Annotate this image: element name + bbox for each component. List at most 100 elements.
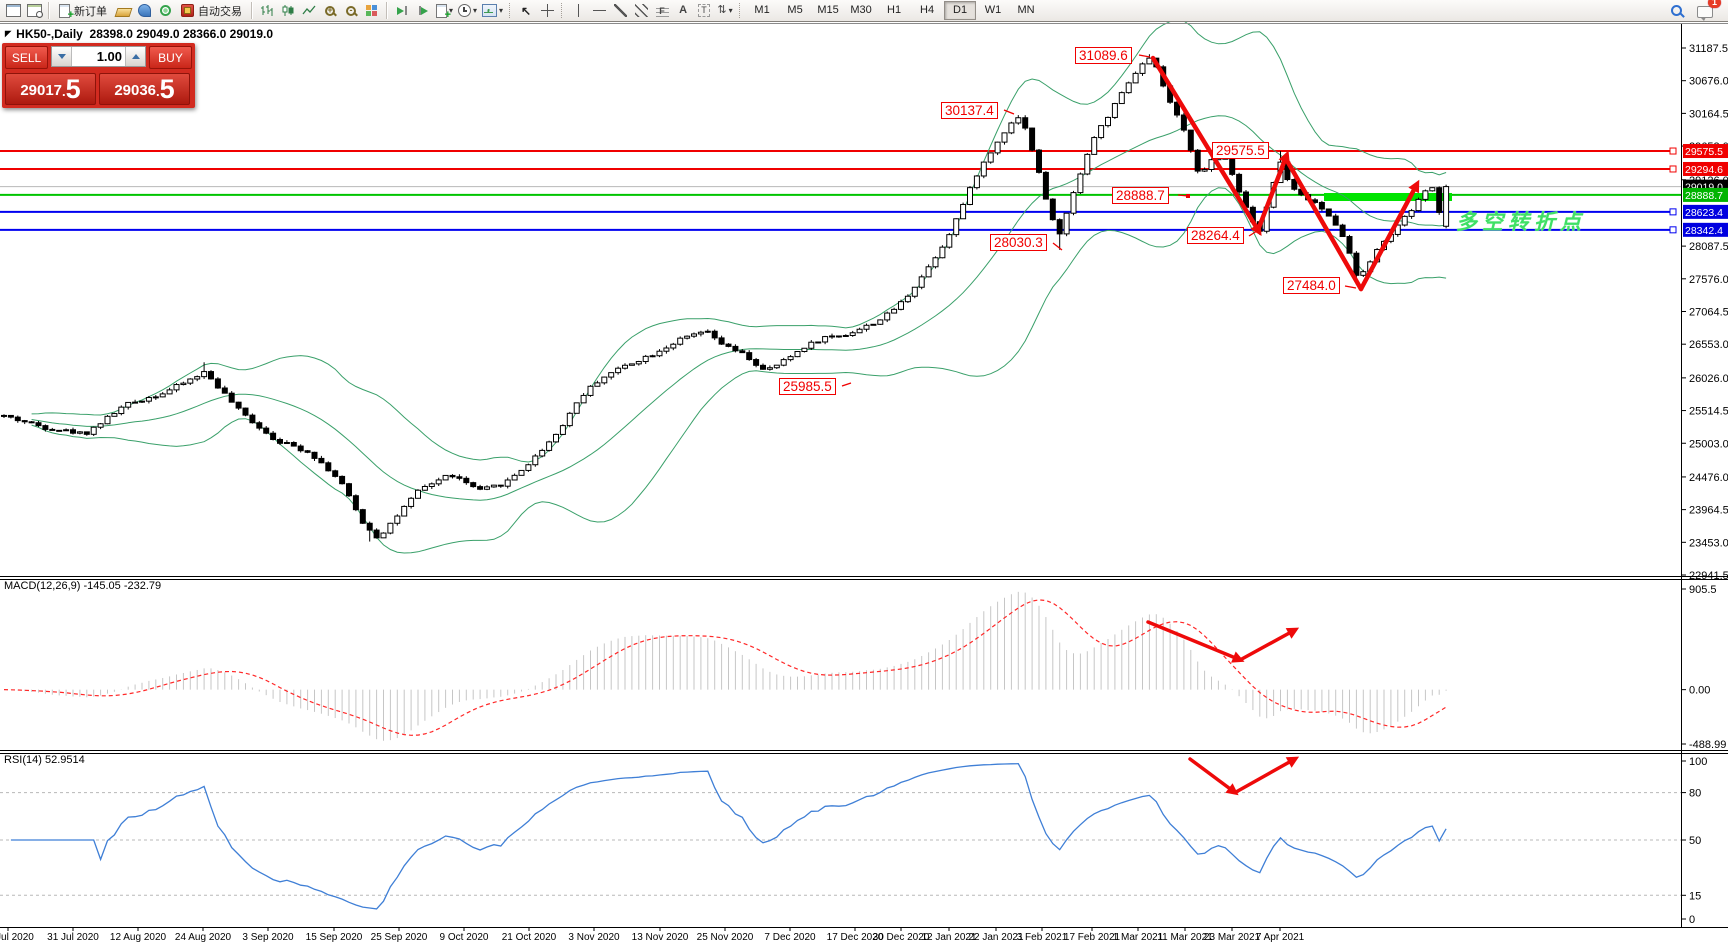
svg-text:28623.4: 28623.4	[1685, 207, 1723, 219]
tab-timeframe-M1[interactable]: M1	[754, 4, 770, 16]
gold-icon[interactable]	[113, 1, 133, 21]
svg-text:1 Mar 2021: 1 Mar 2021	[1113, 932, 1164, 943]
price-lines-layer	[0, 147, 1681, 234]
auto-scroll-icon[interactable]	[392, 1, 412, 21]
svg-text:26553.0: 26553.0	[1689, 339, 1728, 351]
tab-timeframe-M30[interactable]: M30	[850, 4, 872, 16]
svg-text:27064.5: 27064.5	[1689, 307, 1728, 319]
candlestick-chart-icon[interactable]	[278, 1, 298, 21]
new-order-button[interactable]: + 新订单	[54, 1, 112, 21]
trendline-icon[interactable]	[610, 1, 630, 21]
vertical-line-icon[interactable]	[568, 1, 588, 21]
chevron-down-icon: ▾	[728, 5, 733, 15]
label-icon[interactable]: T	[694, 1, 714, 21]
new-order-icon: +	[59, 3, 74, 20]
svg-text:3 Feb 2021: 3 Feb 2021	[1017, 932, 1068, 943]
svg-text:30676.0: 30676.0	[1689, 76, 1728, 88]
crosshair-icon[interactable]	[537, 1, 557, 21]
svg-text:24476.0: 24476.0	[1689, 472, 1728, 484]
axes-layer: 31187.530676.030164.529653.029126.028087…	[0, 23, 1728, 943]
svg-text:23964.5: 23964.5	[1689, 505, 1728, 517]
svg-text:15: 15	[1689, 890, 1701, 902]
svg-text:31 Jul 2020: 31 Jul 2020	[47, 932, 99, 943]
tab-timeframe-MN[interactable]: MN	[1017, 4, 1035, 16]
svg-text:3 Nov 2020: 3 Nov 2020	[568, 932, 620, 943]
tab-timeframe-M5[interactable]: M5	[787, 4, 803, 16]
svg-text:26026.0: 26026.0	[1689, 373, 1728, 385]
search-icon[interactable]	[1666, 1, 1686, 21]
zoom-out-icon[interactable]: -	[341, 1, 361, 21]
svg-text:905.5: 905.5	[1689, 584, 1717, 596]
text-icon[interactable]: A	[679, 4, 688, 16]
chat-icon[interactable]: 1	[1695, 0, 1721, 21]
svg-text:21 Oct 2020: 21 Oct 2020	[502, 932, 557, 943]
zoom-in-icon[interactable]: +	[320, 1, 340, 21]
svg-text:23 Mar 2021: 23 Mar 2021	[1204, 932, 1261, 943]
line-chart-icon[interactable]	[299, 1, 319, 21]
annotation-text-cn: 多空转折点	[1456, 211, 1586, 234]
svg-text:24 Aug 2020: 24 Aug 2020	[175, 932, 232, 943]
indicators-button[interactable]: + ▾	[434, 1, 455, 21]
svg-text:30164.5: 30164.5	[1689, 108, 1728, 120]
tab-timeframe-D1[interactable]: D1	[944, 1, 977, 20]
new-order-label: 新订单	[74, 5, 107, 18]
autotrade-icon	[181, 4, 194, 17]
chart-title: ◤ HK50-,Daily 28398.0 29049.0 28366.0 29…	[5, 27, 273, 41]
arrows-icon[interactable]: ⇅ ▾	[717, 4, 733, 16]
community-icon[interactable]	[134, 1, 154, 21]
sell-price[interactable]: 29017. 5	[5, 73, 96, 105]
triangle-down-icon	[57, 54, 66, 59]
buy-button[interactable]: BUY	[149, 46, 192, 69]
highlight-green-bar	[1324, 193, 1452, 201]
indicators-icon: +	[436, 3, 451, 20]
macd-layer	[3, 591, 1447, 741]
toolbar-separator	[386, 2, 388, 19]
signal-icon[interactable]	[155, 1, 175, 21]
chevron-down-icon: ▾	[473, 5, 478, 15]
tile-windows-icon[interactable]	[362, 1, 382, 21]
svg-text:7 Dec 2020: 7 Dec 2020	[764, 932, 816, 943]
volume-decrease-button[interactable]	[52, 47, 72, 66]
svg-text:21 Jul 2020: 21 Jul 2020	[0, 932, 34, 943]
svg-text:15 Sep 2020: 15 Sep 2020	[306, 932, 363, 943]
chevron-down-icon: ▾	[499, 5, 504, 15]
chart-shift-icon[interactable]	[413, 1, 433, 21]
periods-button[interactable]: ▾	[456, 1, 479, 21]
chart-window-icon[interactable]	[3, 1, 23, 21]
chart-title-text: HK50-,Daily 28398.0 29049.0 28366.0 2901…	[16, 27, 274, 41]
tab-timeframe-M15[interactable]: M15	[817, 4, 839, 16]
svg-text:28342.4: 28342.4	[1685, 225, 1723, 237]
tab-timeframe-H4[interactable]: H4	[920, 4, 935, 16]
svg-text:9 Oct 2020: 9 Oct 2020	[440, 932, 489, 943]
main-toolbar: + 新订单 自动交易 + - + ▾	[0, 0, 1728, 22]
tab-timeframe-H1[interactable]: H1	[887, 4, 902, 16]
svg-text:29575.5: 29575.5	[1685, 146, 1723, 158]
template-button[interactable]: ▾	[480, 1, 505, 21]
sell-button[interactable]: SELL	[5, 46, 48, 69]
profile-icon[interactable]	[24, 1, 44, 21]
svg-text:7 Apr 2021: 7 Apr 2021	[1256, 932, 1305, 943]
template-icon	[482, 4, 498, 17]
svg-text:28087.5: 28087.5	[1689, 241, 1728, 253]
horizontal-line-icon[interactable]	[589, 1, 609, 21]
tab-timeframe-W1[interactable]: W1	[984, 4, 1002, 16]
svg-text:25003.0: 25003.0	[1689, 438, 1728, 450]
svg-text:27576.0: 27576.0	[1689, 274, 1728, 286]
autotrade-button[interactable]: 自动交易	[176, 1, 247, 21]
toolbar-grip	[739, 3, 742, 18]
fibonacci-icon[interactable]: F	[652, 1, 672, 21]
svg-text:25 Nov 2020: 25 Nov 2020	[697, 932, 754, 943]
autotrade-label: 自动交易	[198, 5, 242, 18]
bar-chart-icon[interactable]	[257, 1, 277, 21]
svg-text:50: 50	[1689, 835, 1701, 847]
rsi-layer	[0, 763, 1681, 910]
channel-icon[interactable]	[631, 1, 651, 21]
volume-input[interactable]	[72, 47, 125, 66]
bollinger-bands-layer	[31, 19, 1447, 554]
cursor-icon[interactable]: ↖	[521, 3, 532, 18]
volume-increase-button[interactable]	[125, 47, 145, 66]
svg-text:25 Sep 2020: 25 Sep 2020	[371, 932, 428, 943]
buy-price[interactable]: 29036. 5	[99, 73, 190, 105]
toolbar-grip	[561, 3, 564, 18]
